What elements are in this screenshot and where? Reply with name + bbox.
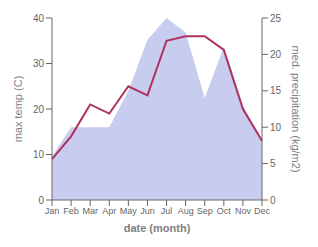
svg-text:20: 20 (33, 104, 45, 115)
svg-text:May: May (120, 206, 138, 216)
svg-text:Oct: Oct (217, 206, 232, 216)
svg-text:10: 10 (33, 149, 45, 160)
svg-text:40: 40 (33, 13, 45, 24)
svg-text:med. precipitation (kg/m2): med. precipitation (kg/m2) (290, 45, 302, 172)
svg-text:date (month): date (month) (124, 222, 191, 234)
svg-text:0: 0 (38, 195, 44, 206)
svg-text:Nov: Nov (235, 206, 252, 216)
svg-text:Mar: Mar (82, 206, 98, 216)
svg-text:15: 15 (270, 85, 282, 96)
svg-text:10: 10 (270, 122, 282, 133)
svg-text:Jan: Jan (45, 206, 60, 216)
svg-text:20: 20 (270, 49, 282, 60)
svg-text:max temp (C): max temp (C) (12, 76, 24, 143)
svg-text:Apr: Apr (102, 206, 116, 216)
svg-text:Jun: Jun (140, 206, 155, 216)
svg-text:0: 0 (270, 195, 276, 206)
svg-text:30: 30 (33, 58, 45, 69)
svg-text:Dec: Dec (254, 206, 271, 216)
svg-text:Aug: Aug (178, 206, 194, 216)
svg-text:Feb: Feb (63, 206, 79, 216)
svg-text:5: 5 (270, 158, 276, 169)
svg-text:25: 25 (270, 13, 282, 24)
svg-text:Jul: Jul (161, 206, 173, 216)
svg-text:Sep: Sep (197, 206, 213, 216)
